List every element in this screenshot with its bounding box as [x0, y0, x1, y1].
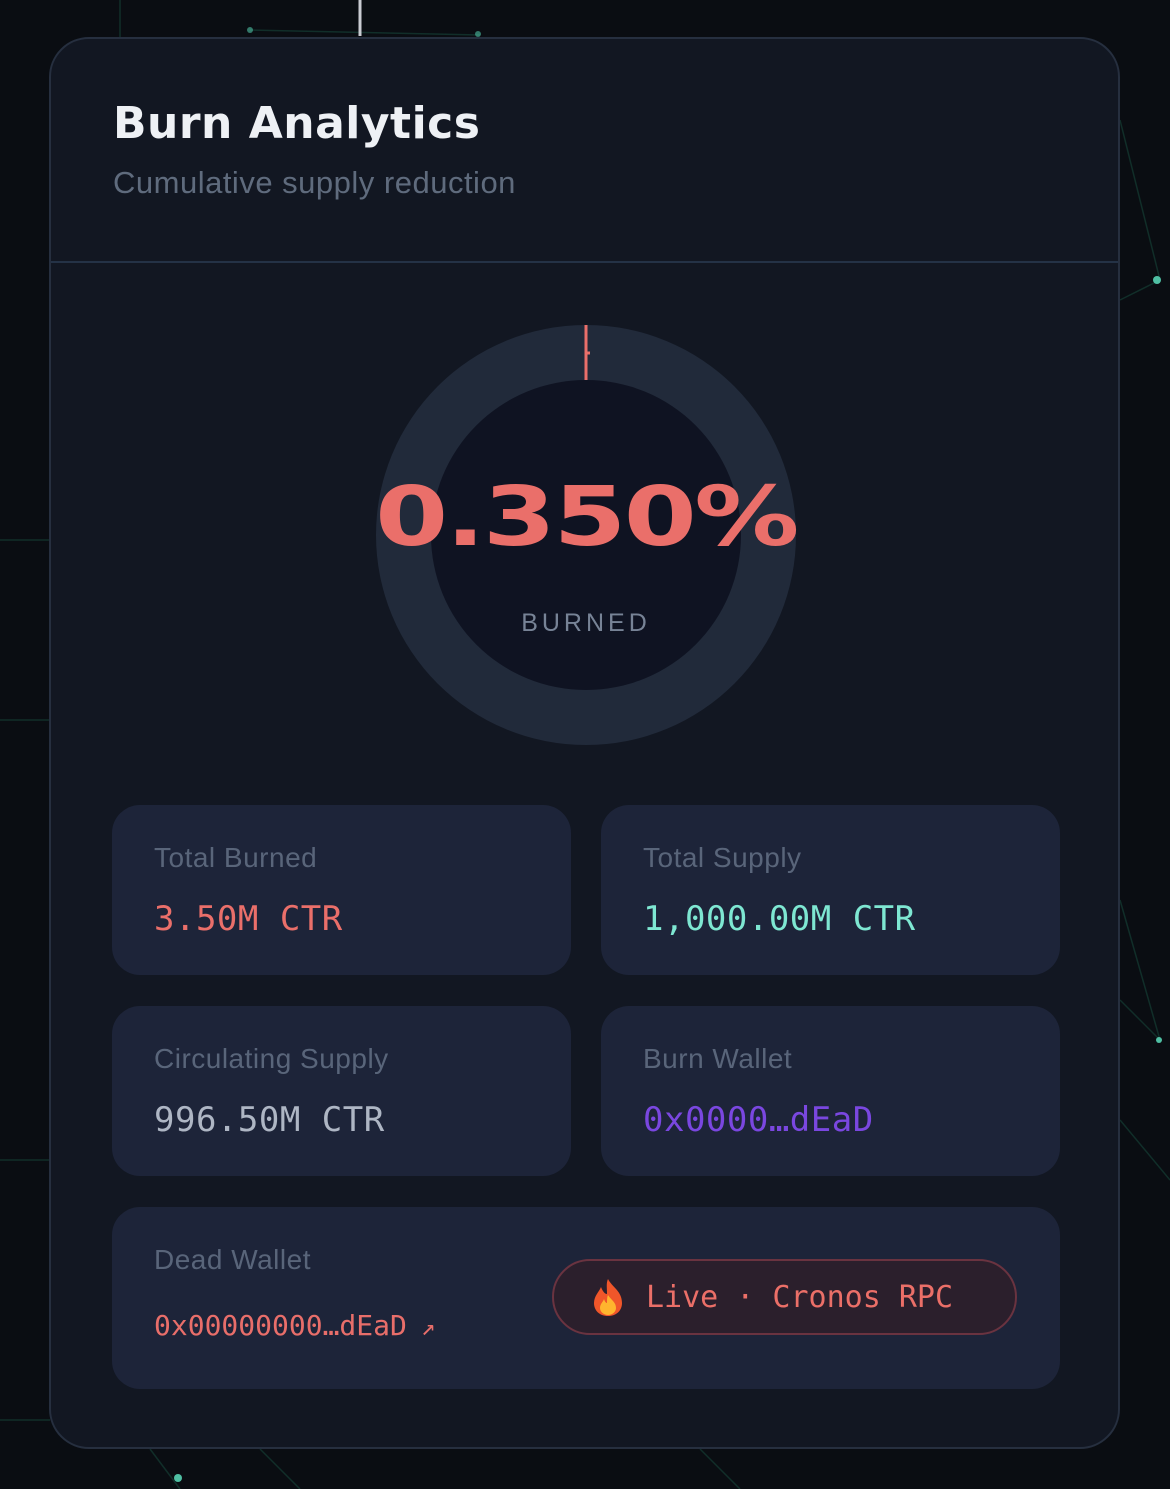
- dead-wallet-panel: Dead Wallet 0x00000000…dEaD ↗ Live · Cron…: [112, 1207, 1060, 1389]
- stat-value: 3.50M CTR: [154, 899, 343, 939]
- stat-burn-wallet: Burn Wallet 0x0000…dEaD: [601, 1006, 1060, 1176]
- dead-wallet-label: Dead Wallet: [154, 1244, 311, 1275]
- gauge-inner: [431, 380, 741, 690]
- live-status-text: Live · Cronos RPC: [646, 1279, 954, 1315]
- stat-total-burned: Total Burned 3.50M CTR: [112, 805, 571, 975]
- live-status-pill: Live · Cronos RPC: [552, 1259, 1017, 1335]
- stat-label: Circulating Supply: [154, 1043, 389, 1074]
- stat-total-supply: Total Supply 1,000.00M CTR: [601, 805, 1060, 975]
- stat-label: Total Supply: [643, 842, 802, 873]
- fire-icon: [594, 1279, 622, 1316]
- dead-wallet-address: 0x00000000…dEaD: [154, 1309, 407, 1342]
- stat-label: Total Burned: [154, 842, 318, 873]
- card-header: Burn Analytics Cumulative supply reducti…: [51, 39, 1118, 263]
- card-title: Burn Analytics: [113, 98, 481, 149]
- stat-circulating-supply: Circulating Supply 996.50M CTR: [112, 1006, 571, 1176]
- stat-value: 1,000.00M CTR: [643, 899, 916, 939]
- stat-value: 996.50M CTR: [154, 1100, 385, 1140]
- gauge-burned-arc: [584, 325, 591, 380]
- burned-label: BURNED: [521, 609, 651, 637]
- card-subtitle: Cumulative supply reduction: [113, 165, 516, 200]
- burn-analytics-card: Burn Analytics Cumulative supply reducti…: [49, 37, 1120, 1449]
- stat-value: 0x0000…dEaD: [643, 1100, 874, 1140]
- burned-percentage: 0.350%: [375, 470, 799, 565]
- external-link-icon: ↗: [420, 1313, 436, 1341]
- dead-wallet-link[interactable]: 0x00000000…dEaD ↗: [154, 1309, 435, 1342]
- burn-gauge: 0.350% BURNED: [375, 325, 799, 745]
- gauge-ring: [376, 325, 796, 745]
- stat-label: Burn Wallet: [643, 1043, 793, 1074]
